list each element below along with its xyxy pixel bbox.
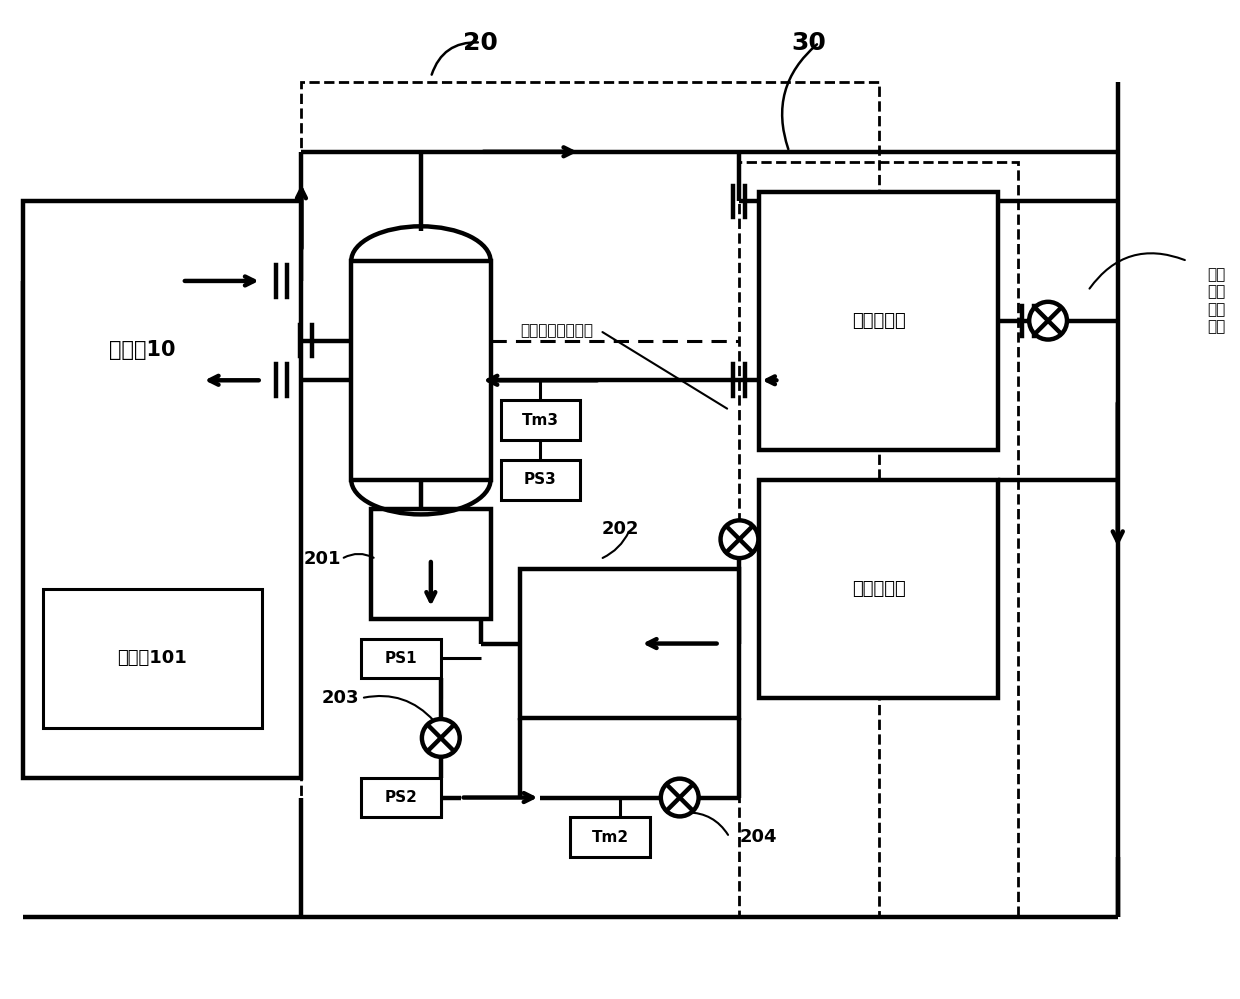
Bar <box>351 261 491 480</box>
Bar <box>570 817 650 857</box>
Text: 制冷室内机节流阀: 制冷室内机节流阀 <box>521 323 594 338</box>
Text: 室外机10: 室外机10 <box>109 341 175 361</box>
Bar <box>521 569 739 718</box>
Circle shape <box>422 719 460 757</box>
Text: PS2: PS2 <box>384 790 418 805</box>
Bar <box>301 82 879 917</box>
Text: 压缩机101: 压缩机101 <box>118 649 187 667</box>
Text: Tm2: Tm2 <box>591 830 629 845</box>
Text: 203: 203 <box>321 689 358 707</box>
Text: 制冷室内机: 制冷室内机 <box>852 579 905 598</box>
Bar <box>361 777 440 817</box>
Text: 202: 202 <box>601 520 639 538</box>
Text: PS1: PS1 <box>384 651 418 666</box>
Text: Tm3: Tm3 <box>522 413 559 428</box>
Text: 20: 20 <box>464 31 498 55</box>
Bar <box>42 588 262 728</box>
Bar <box>22 202 301 777</box>
Bar <box>759 480 998 698</box>
Bar <box>371 509 491 618</box>
Text: 制热
室内
机节
流阀: 制热 室内 机节 流阀 <box>1208 267 1225 335</box>
Bar <box>759 192 998 450</box>
Text: 204: 204 <box>739 828 777 846</box>
Bar <box>361 638 440 678</box>
Bar <box>501 460 580 500</box>
Bar <box>501 401 580 440</box>
Circle shape <box>661 778 698 816</box>
Text: 制热室内机: 制热室内机 <box>852 312 905 330</box>
Text: 30: 30 <box>791 31 827 55</box>
Text: 201: 201 <box>304 550 341 568</box>
Bar <box>739 162 1018 917</box>
Circle shape <box>720 520 759 558</box>
Circle shape <box>1029 302 1066 340</box>
Text: PS3: PS3 <box>525 473 557 488</box>
